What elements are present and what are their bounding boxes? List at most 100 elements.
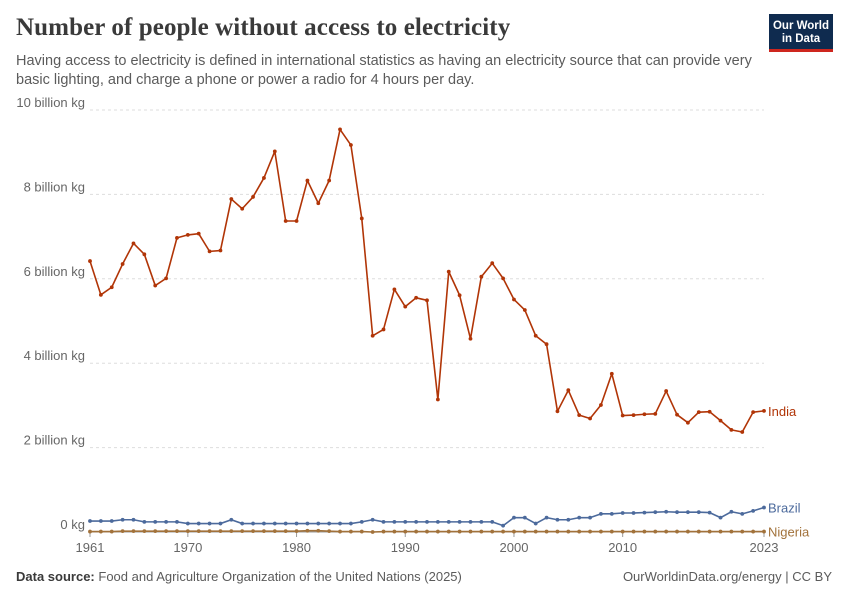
data-point[interactable]: [457, 519, 462, 524]
data-point[interactable]: [403, 529, 408, 534]
data-point[interactable]: [185, 521, 190, 526]
data-point[interactable]: [272, 529, 277, 534]
data-point[interactable]: [294, 521, 299, 526]
data-point[interactable]: [153, 519, 158, 524]
data-point[interactable]: [262, 521, 266, 526]
data-point[interactable]: [446, 519, 451, 524]
data-point[interactable]: [338, 127, 342, 132]
data-point[interactable]: [305, 528, 310, 533]
data-point[interactable]: [512, 515, 516, 520]
data-point[interactable]: [653, 411, 658, 416]
data-point[interactable]: [131, 241, 136, 246]
data-point[interactable]: [164, 519, 168, 524]
data-point[interactable]: [392, 519, 397, 524]
data-point[interactable]: [88, 529, 92, 534]
data-point[interactable]: [88, 259, 92, 263]
data-point[interactable]: [718, 515, 723, 520]
data-point[interactable]: [512, 529, 516, 534]
data-point[interactable]: [631, 511, 636, 515]
data-point[interactable]: [533, 333, 538, 338]
data-point[interactable]: [696, 410, 701, 415]
data-point[interactable]: [620, 413, 625, 418]
data-point[interactable]: [327, 521, 332, 526]
data-point[interactable]: [544, 342, 549, 347]
data-point[interactable]: [577, 515, 582, 520]
data-point[interactable]: [131, 517, 136, 522]
data-point[interactable]: [468, 519, 473, 524]
data-point[interactable]: [642, 529, 647, 534]
data-point[interactable]: [175, 235, 179, 240]
data-point[interactable]: [609, 529, 614, 534]
data-point[interactable]: [479, 529, 484, 534]
data-point[interactable]: [588, 529, 592, 534]
data-point[interactable]: [175, 529, 179, 534]
data-point[interactable]: [229, 529, 234, 534]
data-point[interactable]: [142, 252, 147, 257]
data-point[interactable]: [653, 529, 658, 534]
data-point[interactable]: [588, 416, 592, 421]
data-point[interactable]: [446, 269, 451, 274]
data-point[interactable]: [359, 519, 364, 524]
data-point[interactable]: [718, 529, 723, 534]
data-point[interactable]: [283, 521, 288, 526]
data-point[interactable]: [349, 521, 353, 526]
data-point[interactable]: [327, 529, 332, 534]
data-point[interactable]: [425, 529, 429, 534]
data-point[interactable]: [740, 511, 745, 516]
data-point[interactable]: [403, 519, 408, 524]
data-point[interactable]: [664, 509, 669, 514]
data-point[interactable]: [675, 510, 679, 515]
data-point[interactable]: [327, 178, 332, 183]
data-point[interactable]: [98, 529, 103, 534]
data-point[interactable]: [435, 519, 440, 524]
data-point[interactable]: [196, 231, 201, 236]
data-point[interactable]: [370, 333, 375, 338]
data-point[interactable]: [349, 143, 353, 147]
data-point[interactable]: [120, 262, 125, 266]
data-point[interactable]: [718, 418, 723, 423]
data-point[interactable]: [414, 529, 419, 534]
data-point[interactable]: [653, 510, 658, 515]
data-point[interactable]: [522, 308, 527, 312]
data-point[interactable]: [120, 517, 125, 522]
data-point[interactable]: [762, 505, 766, 510]
data-point[interactable]: [512, 297, 516, 302]
data-point[interactable]: [164, 529, 168, 534]
data-point[interactable]: [349, 529, 353, 534]
data-point[interactable]: [675, 529, 679, 534]
data-point[interactable]: [609, 511, 614, 516]
data-point[interactable]: [196, 521, 201, 526]
data-point[interactable]: [664, 529, 669, 534]
data-point[interactable]: [631, 529, 636, 534]
data-point[interactable]: [272, 521, 277, 526]
data-point[interactable]: [142, 529, 147, 534]
data-point[interactable]: [294, 529, 299, 534]
data-point[interactable]: [403, 304, 408, 309]
data-point[interactable]: [599, 403, 603, 407]
series-label-india[interactable]: India: [768, 404, 797, 419]
data-point[interactable]: [251, 195, 255, 199]
data-point[interactable]: [740, 529, 745, 534]
data-point[interactable]: [392, 529, 397, 534]
data-point[interactable]: [88, 519, 92, 523]
data-point[interactable]: [446, 529, 451, 534]
data-point[interactable]: [729, 427, 734, 432]
data-point[interactable]: [316, 201, 321, 206]
data-point[interactable]: [501, 523, 505, 528]
data-point[interactable]: [98, 292, 103, 297]
data-point[interactable]: [381, 519, 386, 524]
data-point[interactable]: [316, 528, 321, 533]
data-point[interactable]: [185, 233, 190, 237]
data-point[interactable]: [566, 388, 571, 393]
data-point[interactable]: [566, 529, 571, 534]
data-point[interactable]: [164, 276, 168, 281]
data-point[interactable]: [262, 529, 266, 534]
data-point[interactable]: [229, 517, 234, 522]
data-point[interactable]: [642, 510, 647, 515]
data-point[interactable]: [490, 519, 495, 524]
data-point[interactable]: [251, 529, 255, 534]
data-point[interactable]: [425, 519, 429, 524]
data-point[interactable]: [109, 519, 114, 523]
data-point[interactable]: [533, 529, 538, 534]
data-point[interactable]: [109, 529, 114, 534]
